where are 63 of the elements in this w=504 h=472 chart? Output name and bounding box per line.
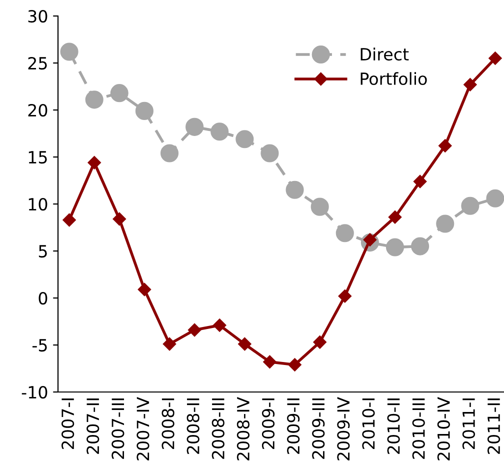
x-tick-label: 2007-II (86, 398, 100, 454)
point (286, 180, 304, 199)
x-tick-label: 2009-IV (337, 397, 350, 460)
y-tick-label: 25 (28, 56, 47, 70)
point (338, 290, 352, 303)
y-tick-label: -5 (32, 339, 47, 352)
point (188, 323, 202, 337)
point (388, 210, 402, 224)
point (488, 52, 502, 65)
legend-label: Portfolio (360, 72, 427, 86)
point (464, 78, 477, 92)
x-tick-label: 2007-III (112, 398, 124, 459)
point (310, 198, 329, 216)
x-tick-label: 2009-I (262, 398, 275, 449)
x-tick-label: 2008-IV (236, 397, 250, 460)
point (62, 213, 76, 227)
x-tick-label: 2007-I (62, 398, 74, 449)
point (413, 174, 427, 188)
point (461, 196, 480, 215)
point (138, 282, 152, 296)
point (110, 84, 128, 102)
x-tick-label: 2010-III (412, 398, 425, 459)
point (60, 42, 78, 61)
x-tick-label: 2010-IV (437, 397, 450, 460)
x-tick-label: 2010-II (387, 398, 400, 454)
point (213, 318, 226, 332)
x-tick-label: 2010-I (362, 398, 375, 449)
point (112, 212, 126, 226)
x-tick-label: 2008-I (162, 398, 174, 449)
x-tick-label: 2011-I (462, 398, 476, 449)
y-tick-label: -10 (22, 386, 48, 399)
y-tick-label: 10 (28, 198, 48, 211)
point (210, 122, 229, 141)
point (486, 189, 504, 208)
point (263, 355, 276, 369)
x-tick-label: 2009-II (287, 398, 300, 454)
point (336, 224, 354, 242)
x-tick-label: 2008-II (186, 398, 200, 454)
legend-label: Direct (360, 48, 409, 61)
point (160, 144, 179, 162)
point (386, 238, 404, 256)
point (186, 118, 204, 136)
point (313, 336, 326, 349)
point (438, 139, 452, 152)
point (236, 130, 254, 148)
point (260, 144, 279, 162)
point (88, 156, 101, 170)
point (436, 214, 454, 233)
y-tick-label: 20 (28, 104, 48, 117)
x-tick-label: 2007-IV (136, 397, 150, 460)
x-tick-label: 2011-II (487, 398, 500, 454)
x-tick-label: 2008-III (212, 398, 224, 459)
y-tick-label: 0 (38, 292, 48, 305)
x-tick-label: 2009-III (312, 398, 325, 459)
point (411, 237, 430, 256)
point (85, 90, 104, 109)
point (162, 337, 176, 351)
point (288, 358, 302, 372)
point (135, 102, 154, 120)
y-tick-label: 5 (38, 245, 47, 258)
point (238, 337, 252, 351)
y-tick-label: 15 (28, 151, 47, 164)
y-tick-label: 30 (28, 10, 48, 23)
